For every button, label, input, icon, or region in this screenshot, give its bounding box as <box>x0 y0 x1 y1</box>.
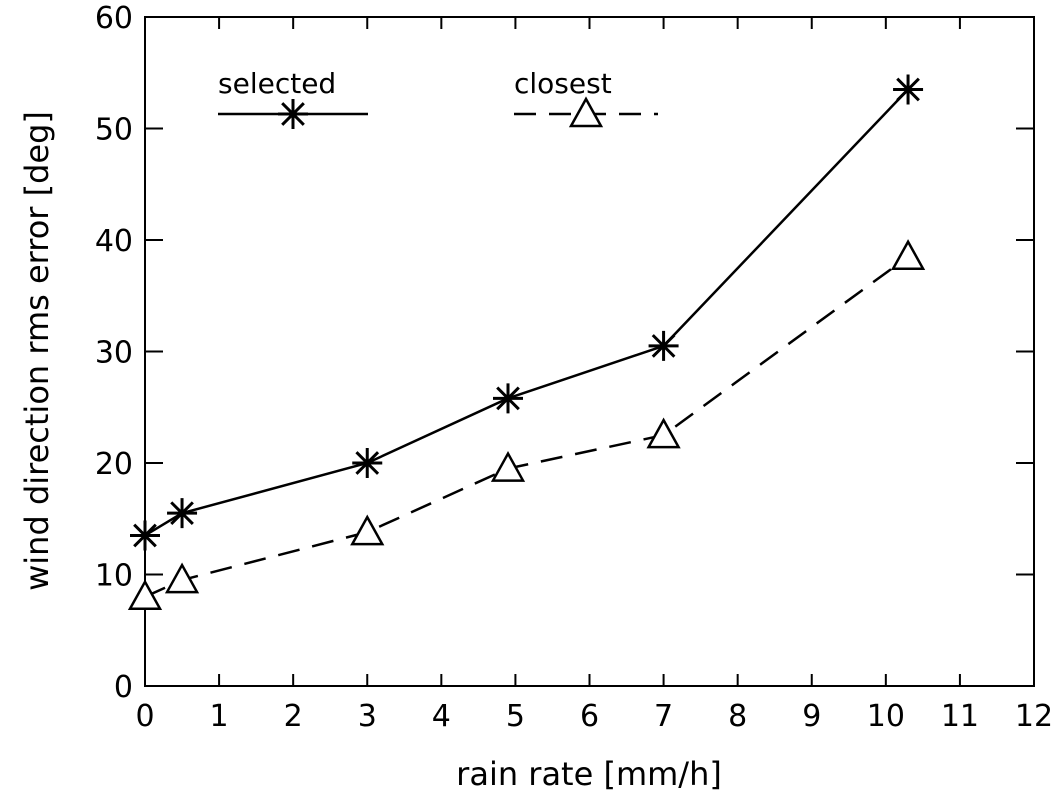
triangle-marker <box>490 451 526 482</box>
legend: selected closest <box>218 67 658 129</box>
x-tick-label: 10 <box>867 699 905 734</box>
asterisk-marker <box>352 448 383 478</box>
triangle-marker <box>890 239 926 270</box>
x-tick-label: 2 <box>284 699 303 734</box>
asterisk-stroke <box>278 99 308 129</box>
series-closest <box>127 239 926 611</box>
y-tick-label: 40 <box>95 224 133 259</box>
series-layer <box>127 74 926 611</box>
triangle-marker <box>646 417 681 449</box>
asterisk-marker <box>893 74 924 105</box>
asterisk-marker <box>493 383 524 414</box>
x-axis-title: rain rate [mm/h] <box>456 755 722 793</box>
asterisk-marker <box>130 520 160 551</box>
x-tick-label: 6 <box>580 699 599 734</box>
y-tick-label: 0 <box>114 670 133 705</box>
y-tick-label: 50 <box>95 113 133 148</box>
x-tick-label: 11 <box>941 699 979 734</box>
series-line <box>144 88 909 537</box>
y-tick-label: 20 <box>95 447 133 482</box>
asterisk-stroke <box>648 330 679 361</box>
asterisk-stroke <box>167 498 198 529</box>
asterisk-stroke <box>493 383 524 414</box>
legend-label: closest <box>514 67 612 100</box>
x-tick-label: 4 <box>432 699 451 734</box>
x-tick-label: 7 <box>654 699 673 734</box>
legend-item-selected: selected <box>218 67 368 129</box>
y-tick-label: 60 <box>95 1 133 36</box>
asterisk-marker <box>278 99 308 129</box>
asterisk-marker <box>648 330 679 361</box>
legend-item-closest: closest <box>514 67 658 128</box>
x-tick-label: 12 <box>1015 699 1053 734</box>
y-tick-label: 10 <box>95 559 133 594</box>
x-tick-label: 8 <box>728 699 747 734</box>
series-selected <box>130 74 924 551</box>
legend-label: selected <box>218 67 336 100</box>
x-tick-label: 5 <box>506 699 525 734</box>
y-tick-label: 30 <box>95 336 133 371</box>
triangle-marker <box>164 562 200 594</box>
triangle-marker <box>568 96 604 128</box>
series-line <box>144 255 909 598</box>
triangle-marker <box>127 579 163 611</box>
asterisk-stroke <box>130 520 160 551</box>
x-tick-label: 9 <box>802 699 821 734</box>
x-tick-label: 0 <box>135 699 154 734</box>
y-axis-title: wind direction rms error [deg] <box>18 111 56 591</box>
asterisk-stroke <box>352 448 383 478</box>
x-tick-label: 3 <box>358 699 377 734</box>
triangle-marker <box>350 514 385 546</box>
asterisk-marker <box>167 498 198 529</box>
asterisk-stroke <box>893 74 924 105</box>
x-tick-label: 1 <box>210 699 229 734</box>
